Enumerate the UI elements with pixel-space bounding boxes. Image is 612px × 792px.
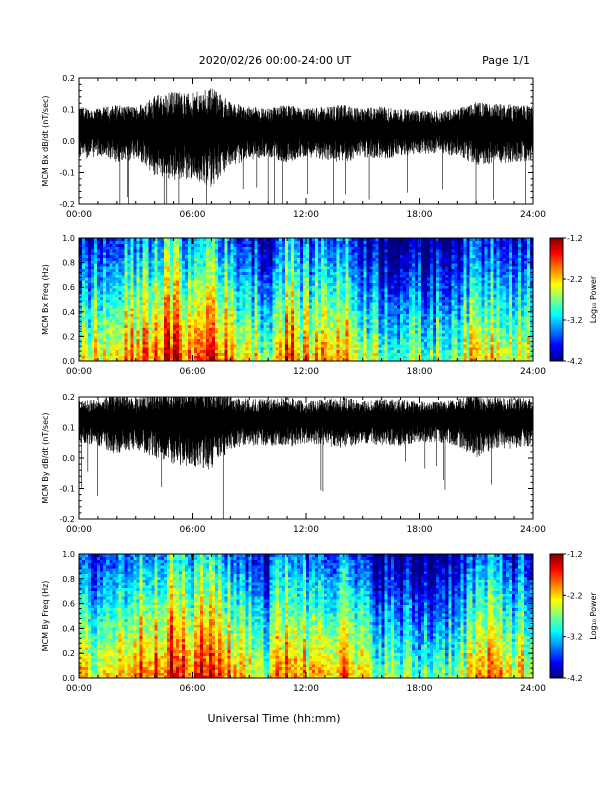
x-tick-label: 24:00	[520, 367, 546, 377]
page-indicator: Page 1/1	[482, 54, 530, 67]
y-tick-label: 0.1	[62, 424, 75, 433]
y-tick-label: 0.0	[62, 357, 75, 366]
y-tick-label: 0.2	[62, 649, 75, 658]
x-tick-label: 06:00	[180, 684, 206, 694]
x-tick-label: 18:00	[407, 367, 433, 377]
colorbar-tick-label: -2.2	[567, 275, 583, 284]
x-tick-label: 24:00	[520, 525, 546, 535]
x-tick-label: 12:00	[293, 684, 319, 694]
plot-frame	[78, 77, 534, 205]
x-tick-label: 00:00	[66, 210, 92, 220]
y-tick-label: 0.0	[62, 137, 75, 146]
x-tick-label: 18:00	[407, 525, 433, 535]
x-tick-label: 24:00	[520, 210, 546, 220]
colorbar-frame	[549, 553, 564, 679]
y-axis-label: MCM Bx dB/dt (nT/sec)	[41, 95, 50, 186]
x-tick-label: 12:00	[293, 525, 319, 535]
colorbar-label: Log₁₀ Power	[589, 275, 598, 323]
dbdt-trace	[78, 397, 534, 519]
x-tick-label: 18:00	[407, 684, 433, 694]
colorbar-label: Log₁₀ Power	[589, 592, 598, 640]
y-tick-label: 0.8	[62, 575, 75, 584]
colorbar-tick-label: -3.2	[567, 633, 583, 642]
panel-bx-dbdt: 00:00 06:00 12:00 18:00 24:00 0.2 0.1 0.0 -0.1 -0…	[41, 74, 546, 220]
x-tick-label: 12:00	[293, 367, 319, 377]
y-tick-label: 0.0	[62, 674, 75, 683]
plot-frame	[78, 237, 534, 362]
colorbar-tick-label: -1.2	[567, 550, 583, 559]
x-tick-label: 24:00	[520, 684, 546, 694]
x-tick-label: 06:00	[180, 525, 206, 535]
y-tick-label: 0.2	[62, 332, 75, 341]
date-range-title: 2020/02/26 00:00-24:00 UT	[199, 54, 352, 67]
colorbar-tick-label: -3.2	[567, 316, 583, 325]
x-tick-label: 00:00	[66, 684, 92, 694]
y-tick-label: -0.2	[59, 200, 75, 209]
plot-frame	[78, 553, 534, 679]
x-tick-label: 00:00	[66, 525, 92, 535]
colorbar-tick-label: -1.2	[567, 234, 583, 243]
y-tick-label: -0.2	[59, 515, 75, 524]
y-tick-label: 0.6	[62, 283, 75, 292]
y-tick-label: 0.4	[62, 308, 75, 317]
x-tick-label: 18:00	[407, 210, 433, 220]
y-axis-label: MCM By dB/dt (nT/sec)	[41, 412, 50, 503]
y-tick-label: -0.1	[59, 485, 75, 494]
colorbar-tick-label: -2.2	[567, 591, 583, 600]
y-axis-label: MCM By Freq (Hz)	[41, 581, 50, 652]
spectrogram-image	[79, 238, 534, 362]
x-tick-label: 12:00	[293, 210, 319, 220]
y-tick-label: -0.1	[59, 169, 75, 178]
y-tick-label: 0.6	[62, 600, 75, 609]
y-tick-label: 0.1	[62, 106, 75, 115]
plot-frame	[78, 396, 534, 520]
y-tick-label: 0.2	[62, 74, 75, 83]
panel-by-spectrogram: 00:00 06:00 12:00 18:00 24:00 1.0 0.8 0.6 0.4 0.2…	[41, 550, 598, 694]
x-axis-title: Universal Time (hh:mm)	[208, 712, 341, 725]
y-tick-label: 0.0	[62, 454, 75, 463]
y-tick-label: 1.0	[62, 550, 75, 559]
colorbar-tick-label: -4.2	[567, 674, 583, 683]
colorbar	[550, 554, 563, 679]
colorbar-tick-label: -4.2	[567, 357, 583, 366]
y-axis-label: MCM Bx Freq (Hz)	[41, 264, 50, 335]
panel-by-dbdt: 00:00 06:00 12:00 18:00 24:00 0.2 0.1 0.0 -0.1 -0…	[41, 393, 546, 535]
panel-bx-spectrogram: 00:00 06:00 12:00 18:00 24:00 1.0 0.8 0.6 0.4 0.2…	[41, 234, 598, 377]
dbdt-trace	[78, 88, 534, 204]
x-tick-label: 06:00	[180, 210, 206, 220]
colorbar-frame	[549, 237, 564, 362]
y-tick-label: 1.0	[62, 234, 75, 243]
x-tick-label: 06:00	[180, 367, 206, 377]
y-tick-label: 0.2	[62, 393, 75, 402]
y-tick-label: 0.4	[62, 624, 75, 633]
spectrogram-image	[79, 554, 534, 679]
colorbar	[550, 238, 563, 362]
x-tick-label: 00:00	[66, 367, 92, 377]
y-tick-label: 0.8	[62, 259, 75, 268]
